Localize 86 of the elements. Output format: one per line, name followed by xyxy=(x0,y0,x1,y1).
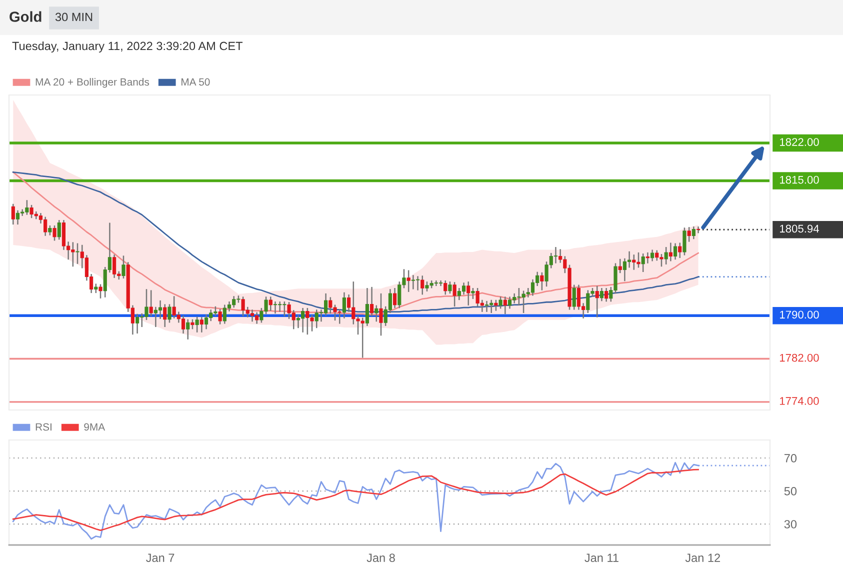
candlestick xyxy=(98,284,102,298)
candlestick xyxy=(374,305,378,322)
candlestick xyxy=(342,292,346,318)
ref-line-label: 1782.00 xyxy=(780,354,819,362)
chart-subtitle: 30 MIN xyxy=(55,12,92,22)
candlestick xyxy=(503,296,507,314)
ref-line-label: 1790.00 xyxy=(780,310,819,319)
chart-title: Gold xyxy=(10,11,42,22)
candlestick xyxy=(195,316,199,332)
candlestick xyxy=(186,319,190,340)
candlestick xyxy=(696,226,700,234)
candlestick xyxy=(76,243,80,264)
candlestick xyxy=(57,220,61,240)
y-tick-label: 30 xyxy=(784,520,797,528)
candlestick xyxy=(416,276,420,290)
candlestick xyxy=(52,225,56,241)
candlestick xyxy=(471,288,475,299)
ref-line-label: 1805.94 xyxy=(780,224,820,233)
candlestick xyxy=(692,226,696,240)
candlestick xyxy=(678,242,682,258)
candlestick xyxy=(250,310,254,322)
ref-line-label: 1815.00 xyxy=(780,176,819,184)
candlestick xyxy=(62,220,66,250)
candlestick xyxy=(618,258,622,274)
candlestick xyxy=(406,270,410,292)
candlestick xyxy=(163,304,167,328)
candlestick xyxy=(181,316,186,334)
candlestick xyxy=(112,254,116,278)
candlestick xyxy=(595,286,599,318)
candlestick xyxy=(218,309,222,324)
candlestick xyxy=(158,300,162,319)
candlestick xyxy=(448,282,452,294)
candlestick xyxy=(370,286,374,316)
candlestick xyxy=(494,300,498,311)
ref-line-label: 1822.00 xyxy=(780,138,819,146)
candlestick xyxy=(668,242,672,262)
candlestick xyxy=(508,296,512,309)
candlestick xyxy=(438,280,443,286)
candlestick xyxy=(466,282,470,306)
legend-label: RSI xyxy=(36,423,52,431)
candlestick xyxy=(646,252,650,264)
candlestick xyxy=(600,288,604,302)
candlestick xyxy=(122,256,126,278)
candlestick xyxy=(168,304,172,323)
candlestick xyxy=(149,290,153,316)
candlestick xyxy=(273,302,278,314)
y-tick-label: 50 xyxy=(784,487,797,496)
candlestick xyxy=(135,314,140,334)
candlestick xyxy=(420,276,424,295)
candlestick xyxy=(576,284,581,310)
candlestick xyxy=(572,284,576,310)
line-series xyxy=(12,468,699,531)
candlestick xyxy=(498,296,502,309)
candlestick xyxy=(462,282,466,295)
candlestick xyxy=(664,247,668,264)
candlestick xyxy=(687,227,691,242)
candlestick xyxy=(682,228,686,256)
candlestick xyxy=(604,288,608,302)
ref-line-label: 1774.00 xyxy=(780,397,819,405)
candlestick xyxy=(11,204,15,225)
y-tick-label: 70 xyxy=(784,454,797,462)
candlestick xyxy=(554,247,558,264)
x-tick-label: Jan 8 xyxy=(366,554,395,562)
candlestick xyxy=(379,293,383,336)
candlestick xyxy=(392,288,397,308)
candlestick xyxy=(365,288,369,326)
candlestick xyxy=(650,250,654,262)
legend-label: MA 50 xyxy=(182,78,210,86)
x-tick-label: Jan 11 xyxy=(584,554,618,562)
legend-label: MA 20 + Bollinger Bands xyxy=(36,78,150,88)
candlestick xyxy=(16,210,20,225)
text: Tuesday, January 11, 2022 3:39:20 AM CET xyxy=(12,42,243,53)
candlestick xyxy=(268,296,272,311)
x-tick-label: Jan 12 xyxy=(685,554,720,562)
candlestick xyxy=(530,279,535,296)
candlestick xyxy=(296,314,300,328)
candlestick xyxy=(673,243,678,260)
candlestick xyxy=(641,253,645,272)
candlestick xyxy=(200,317,204,332)
candlestick xyxy=(540,272,544,290)
candlestick xyxy=(484,300,489,312)
candlestick xyxy=(444,280,448,295)
candlestick xyxy=(204,314,208,330)
x-tick-label: Jan 7 xyxy=(146,554,174,562)
legend-label: 9MA xyxy=(84,423,106,431)
candlestick xyxy=(452,282,456,307)
